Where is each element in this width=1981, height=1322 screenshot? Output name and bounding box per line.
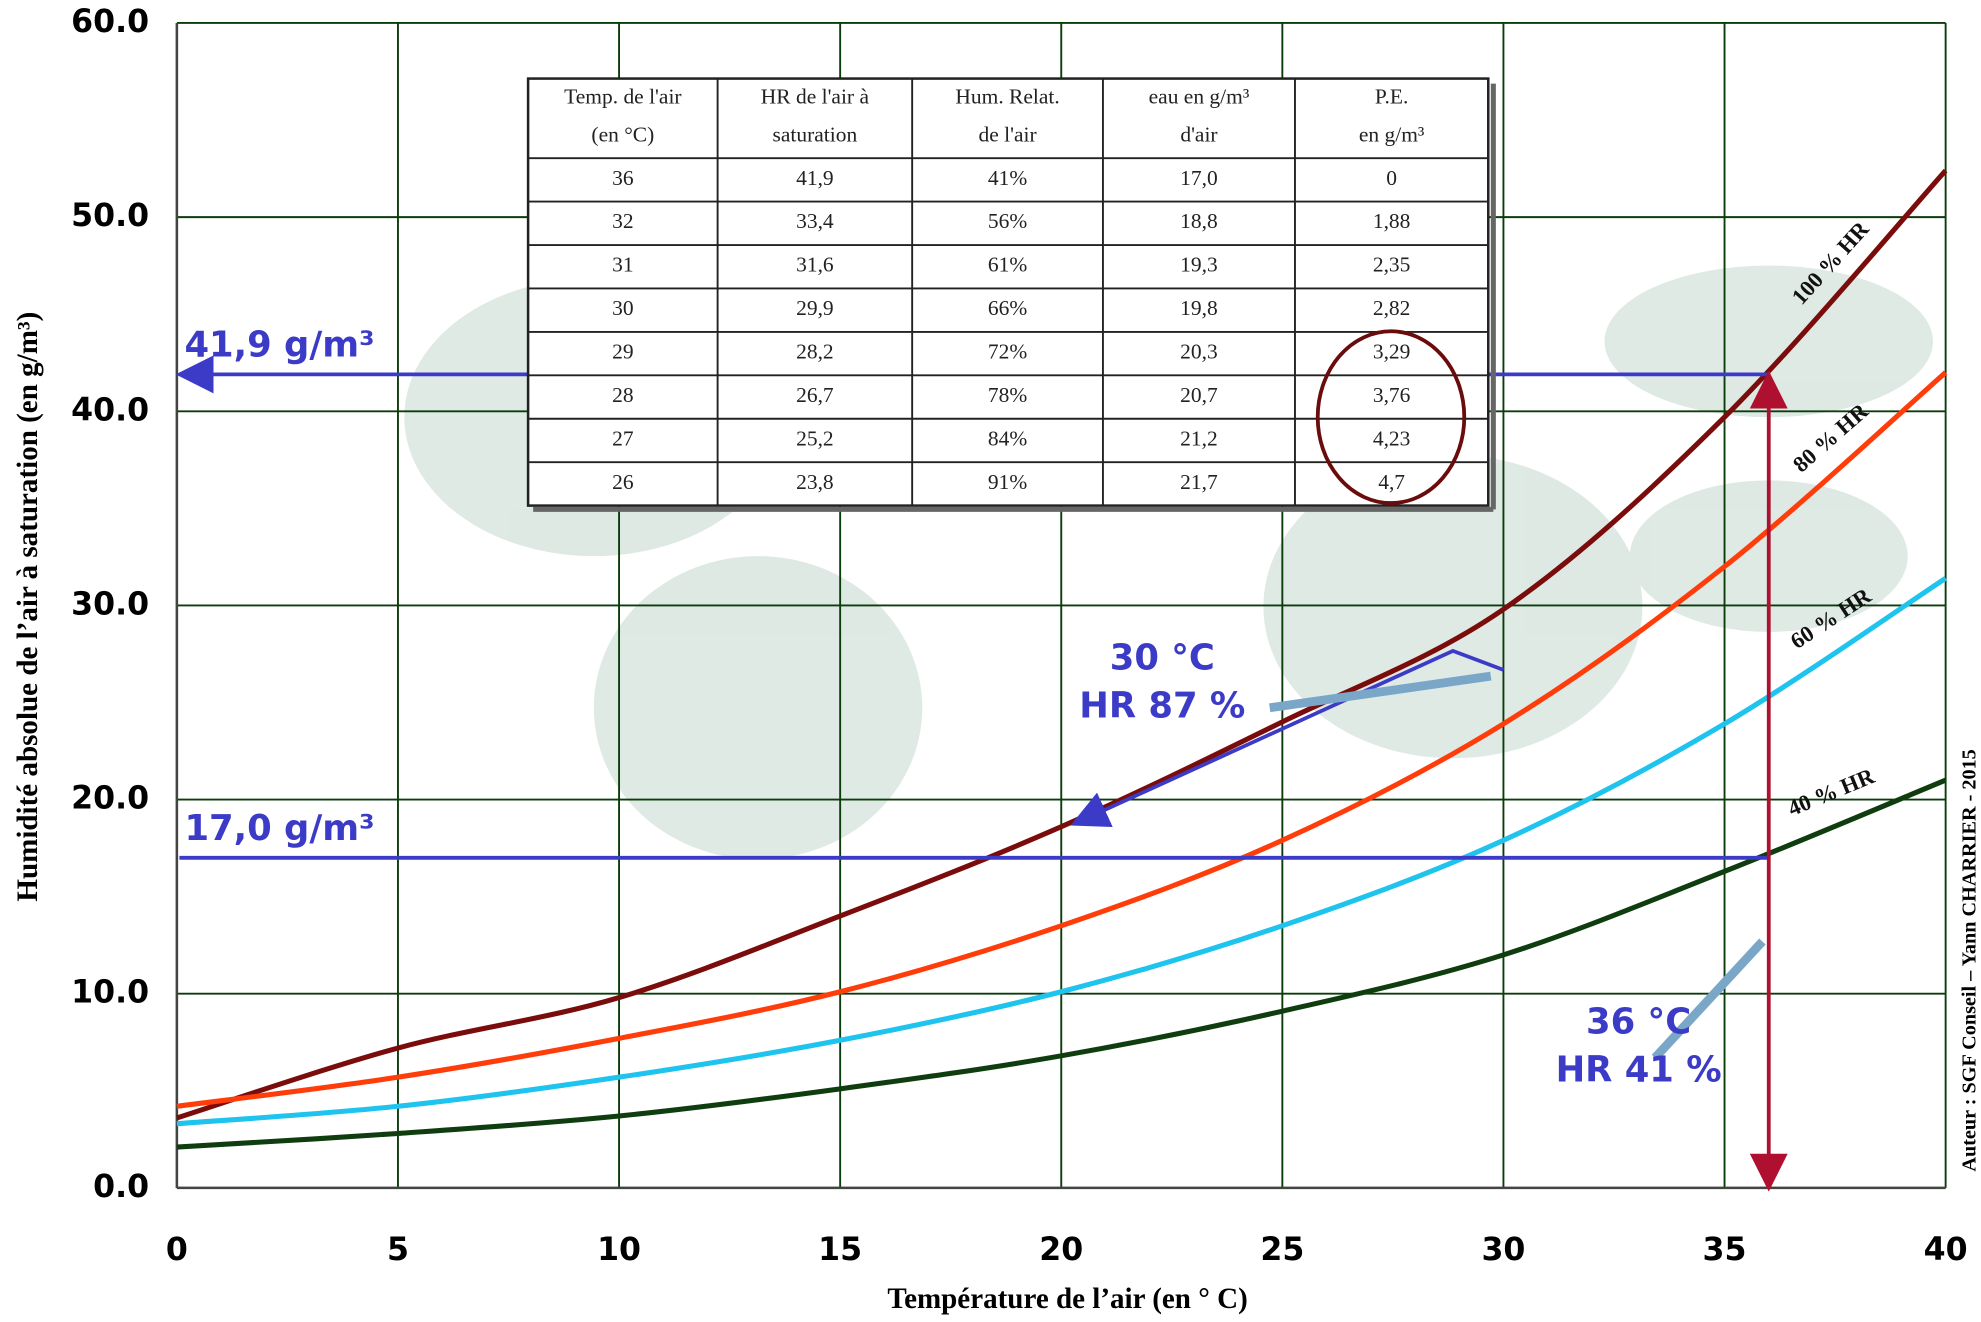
y-tick-label: 50.0 — [71, 198, 149, 234]
callout-text: 30 °C — [1110, 638, 1215, 679]
table-cell: 29 — [612, 340, 633, 364]
x-tick-label: 0 — [166, 1232, 188, 1268]
table-cell: 61% — [988, 253, 1027, 277]
x-tick-label: 30 — [1481, 1232, 1525, 1268]
table-cell: 4,23 — [1373, 426, 1411, 450]
chart: 0.0 10.0 20.0 30.0 40.0 50.0 60.0 0 5 10 15 20 25 30 3… — [0, 0, 1981, 1322]
y-tick-label: 40.0 — [71, 392, 149, 428]
annotation-label: 41,9 g/m³ — [184, 325, 374, 366]
table-cell: 28 — [612, 383, 633, 407]
table-cell: 26,7 — [796, 383, 834, 407]
table-cell: 3,76 — [1373, 383, 1411, 407]
table-header: Hum. Relat. — [955, 85, 1059, 109]
table-cell: 4,7 — [1378, 470, 1405, 494]
x-axis-title: Température de l’air (en ° C) — [887, 1283, 1247, 1315]
x-tick-label: 20 — [1039, 1232, 1083, 1268]
table-cell: 19,3 — [1180, 253, 1218, 277]
x-tick-label: 5 — [387, 1232, 409, 1268]
table-cell: 20,7 — [1180, 383, 1218, 407]
table-cell: 56% — [988, 209, 1027, 233]
table-header: de l'air — [979, 123, 1037, 147]
author: Auteur : SGF Conseil – Yann CHARRIER - 2… — [1959, 749, 1981, 1171]
table-header: HR de l'air à — [761, 85, 870, 109]
table: Temp. de l'air (en °C) HR de l'air à satura… — [528, 79, 1493, 510]
callout-text: 36 °C — [1586, 1002, 1691, 1043]
table-cell: 3,29 — [1373, 340, 1411, 364]
table-cell: 19,8 — [1180, 296, 1218, 320]
x-tick-label: 35 — [1703, 1232, 1747, 1268]
table-cell: 17,0 — [1180, 166, 1218, 190]
table-cell: 33,4 — [796, 209, 834, 233]
y-axis-title: Humidité absolue de l’air à saturation (… — [12, 312, 44, 902]
table-cell: 84% — [988, 426, 1027, 450]
table-cell: 23,8 — [796, 470, 834, 494]
table-cell: 32 — [612, 209, 633, 233]
y-tick-label: 30.0 — [71, 586, 149, 622]
callout-text: HR 41 % — [1556, 1050, 1722, 1091]
table-cell: 72% — [988, 340, 1027, 364]
table-header: en g/m³ — [1359, 123, 1425, 147]
table-cell: 91% — [988, 470, 1027, 494]
y-tick-label: 20.0 — [71, 781, 149, 817]
callout-text: HR 87 % — [1079, 686, 1245, 727]
annotation-label: 17,0 g/m³ — [184, 808, 374, 849]
table-cell: 27 — [612, 426, 634, 450]
table-cell: 66% — [988, 296, 1027, 320]
table-cell: 78% — [988, 383, 1027, 407]
x-tick-label: 40 — [1924, 1232, 1968, 1268]
x-tick-label: 25 — [1260, 1232, 1304, 1268]
table-cell: 41,9 — [796, 166, 834, 190]
table-cell: 29,9 — [796, 296, 834, 320]
table-header: (en °C) — [591, 123, 654, 147]
table-header: P.E. — [1375, 85, 1408, 109]
table-cell: 20,3 — [1180, 340, 1218, 364]
table-cell: 30 — [612, 296, 633, 320]
x-tick-label: 10 — [597, 1232, 641, 1268]
table-cell: 41% — [988, 166, 1027, 190]
x-tick-label: 15 — [818, 1232, 862, 1268]
table-cell: 28,2 — [796, 340, 834, 364]
table-header: eau en g/m³ — [1149, 85, 1250, 109]
y-tick-label: 0.0 — [93, 1169, 149, 1205]
table-cell: 0 — [1386, 166, 1397, 190]
table-cell: 21,7 — [1180, 470, 1218, 494]
table-cell: 25,2 — [796, 426, 834, 450]
table-cell: 1,88 — [1373, 209, 1411, 233]
table-cell: 26 — [612, 470, 634, 494]
table-cell: 31,6 — [796, 253, 834, 277]
table-header: saturation — [773, 123, 858, 147]
table-cell: 31 — [612, 253, 633, 277]
y-tick-label: 60.0 — [71, 4, 149, 40]
table-cell: 36 — [612, 166, 634, 190]
table-cell: 21,2 — [1180, 426, 1218, 450]
table-header: Temp. de l'air — [564, 85, 681, 109]
table-cell: 2,82 — [1373, 296, 1411, 320]
table-cell: 18,8 — [1180, 209, 1218, 233]
y-tick-label: 10.0 — [71, 975, 149, 1011]
table-cell: 2,35 — [1373, 253, 1411, 277]
table-header: d'air — [1180, 123, 1217, 147]
